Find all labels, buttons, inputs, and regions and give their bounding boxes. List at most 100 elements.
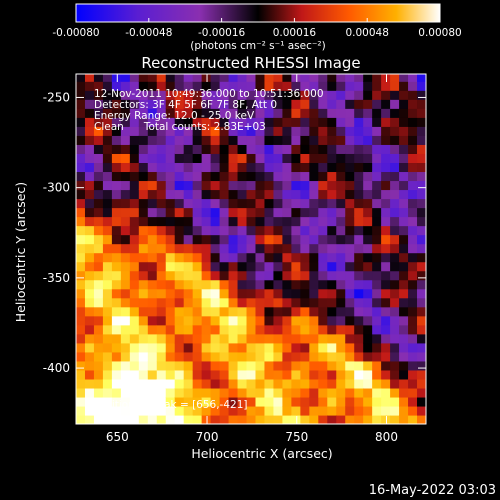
x-axis-label: Heliocentric X (arcsec)	[191, 446, 332, 461]
heatmap-cell	[165, 90, 176, 100]
heatmap-cell	[264, 198, 275, 209]
heatmap-cell	[318, 270, 328, 281]
heatmap-cell	[246, 360, 257, 371]
heatmap-cell	[381, 315, 391, 326]
heatmap-cell	[246, 324, 257, 335]
heatmap-cell	[237, 306, 248, 317]
heatmap-cell	[273, 360, 284, 371]
heatmap-cell	[300, 306, 310, 317]
heatmap-cell	[174, 333, 185, 344]
heatmap-cell	[399, 360, 409, 371]
heatmap-cell	[363, 171, 373, 182]
heatmap-cell	[390, 351, 400, 362]
heatmap-cell	[345, 288, 355, 299]
heatmap-cell	[255, 396, 266, 407]
heatmap-cell	[228, 405, 239, 416]
heatmap-cell	[201, 378, 212, 389]
heatmap-cell	[273, 171, 284, 182]
heatmap-cell	[138, 387, 149, 398]
heatmap-cell	[129, 387, 140, 398]
chart-title: Reconstructed RHESSI Image	[141, 54, 360, 72]
heatmap-cell	[93, 74, 104, 82]
heatmap-cell	[273, 405, 284, 416]
heatmap-cell	[354, 216, 364, 227]
heatmap-cell	[309, 378, 319, 389]
heatmap-cell	[219, 126, 230, 136]
heatmap-cell	[336, 144, 346, 154]
heatmap-cell	[228, 117, 239, 127]
heatmap-cell	[111, 261, 122, 272]
heatmap-cell	[210, 396, 221, 407]
heatmap-cell	[210, 74, 221, 82]
heatmap-cell	[345, 297, 355, 308]
heatmap-cell	[282, 270, 292, 281]
heatmap-cell	[156, 378, 167, 389]
heatmap-cell	[201, 180, 212, 191]
heatmap-cell	[372, 387, 382, 398]
heatmap-cell	[345, 279, 355, 290]
heatmap-cell	[183, 189, 194, 200]
heatmap-cell	[192, 81, 203, 91]
heatmap-cell	[264, 324, 275, 335]
heatmap-cell	[183, 279, 194, 290]
heatmap-cell	[165, 342, 176, 353]
heatmap-cell	[300, 279, 310, 290]
heatmap-cell	[228, 360, 239, 371]
heatmap-cell	[399, 351, 409, 362]
heatmap-cell	[120, 414, 131, 424]
colorbar-tick-label: 0.00048	[345, 27, 388, 39]
y-tick-label: -400	[43, 361, 70, 375]
heatmap-cell	[300, 414, 310, 424]
heatmap-cell	[255, 369, 266, 380]
heatmap-cell	[273, 99, 284, 109]
heatmap-cell	[138, 144, 149, 154]
heatmap-cell	[192, 90, 203, 100]
heatmap-cell	[255, 189, 266, 200]
heatmap-cell	[129, 126, 140, 136]
heatmap-cell	[76, 171, 86, 182]
heatmap-cell	[76, 270, 86, 281]
heatmap-cell	[363, 315, 373, 326]
heatmap-cell	[282, 153, 292, 164]
heatmap-cell	[282, 81, 292, 91]
heatmap-cell	[210, 270, 221, 281]
heatmap-cell	[399, 99, 409, 109]
heatmap-cell	[76, 207, 86, 218]
heatmap-cell	[390, 117, 400, 127]
heatmap-cell	[156, 171, 167, 182]
heatmap-cell	[156, 90, 167, 100]
heatmap-cell	[354, 252, 364, 263]
heatmap-cell	[282, 261, 292, 272]
heatmap-cell	[417, 405, 426, 416]
heatmap-cell	[210, 234, 221, 245]
heatmap-cell	[327, 351, 337, 362]
heatmap-cell	[237, 90, 248, 100]
heatmap-cell	[174, 270, 185, 281]
heatmap-cell	[255, 126, 266, 136]
heatmap-cell	[336, 74, 346, 82]
heatmap-cell	[354, 297, 364, 308]
heatmap-cell	[381, 405, 391, 416]
heatmap-cell	[129, 360, 140, 371]
heatmap-cell	[399, 180, 409, 191]
heatmap-cell	[354, 180, 364, 191]
heatmap-cell	[309, 306, 319, 317]
heatmap-cell	[76, 261, 86, 272]
heatmap-cell	[147, 207, 158, 218]
heatmap-cell	[76, 216, 86, 227]
heatmap-cell	[246, 288, 257, 299]
heatmap-cell	[93, 378, 104, 389]
heatmap-cell	[210, 405, 221, 416]
heatmap-cell	[129, 198, 140, 209]
heatmap-cell	[201, 261, 212, 272]
heatmap-cell	[309, 324, 319, 335]
heatmap-cell	[336, 315, 346, 326]
heatmap-cell	[390, 207, 400, 218]
heatmap-cell	[345, 171, 355, 182]
heatmap-cell	[282, 171, 292, 182]
heatmap-cell	[282, 135, 292, 145]
heatmap-cells	[76, 74, 426, 424]
heatmap-cell	[129, 252, 140, 263]
heatmap-cell	[192, 270, 203, 281]
heatmap-cell	[291, 378, 301, 389]
